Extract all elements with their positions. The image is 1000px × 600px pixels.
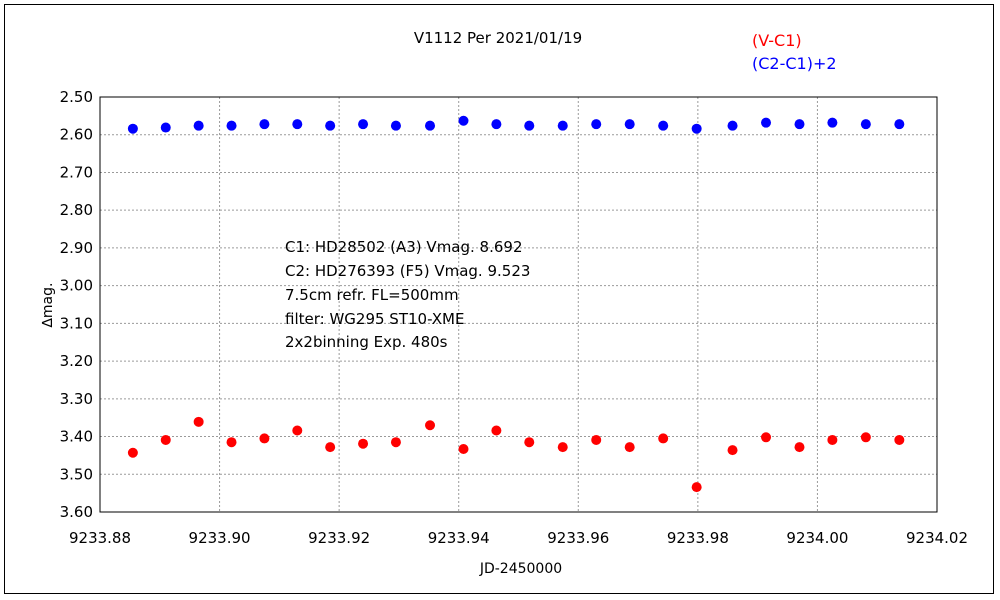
- data-point-c2-c1: [160, 122, 171, 133]
- data-point-c2-c1: [193, 120, 204, 131]
- data-point-v-c1: [524, 437, 535, 448]
- data-point-v-c1: [325, 442, 336, 453]
- data-point-v-c1: [458, 443, 469, 454]
- data-point-v-c1: [624, 442, 635, 453]
- data-point-v-c1: [727, 445, 738, 456]
- data-point-c2-c1: [390, 120, 401, 131]
- data-point-c2-c1: [425, 120, 436, 131]
- data-point-v-c1: [226, 437, 237, 448]
- data-point-c2-c1: [761, 117, 772, 128]
- data-point-v-c1: [259, 433, 270, 444]
- data-point-v-c1: [193, 416, 204, 427]
- x-tick-label: 9233.88: [69, 529, 131, 547]
- data-point-c2-c1: [524, 120, 535, 131]
- data-point-c2-c1: [358, 119, 369, 130]
- x-tick-label: 9234.00: [786, 529, 848, 547]
- x-tick-label: 9233.96: [547, 529, 609, 547]
- plot-area-border: [99, 96, 938, 513]
- data-point-v-c1: [894, 434, 905, 445]
- data-point-c2-c1: [557, 120, 568, 131]
- y-tick-label: 2.60: [60, 126, 93, 144]
- data-point-v-c1: [127, 447, 138, 458]
- data-point-c2-c1: [127, 123, 138, 134]
- y-tick-label: 3.30: [60, 390, 93, 408]
- data-point-c2-c1: [325, 120, 336, 131]
- data-point-v-c1: [860, 432, 871, 443]
- annotation-comp1: C1: HD28502 (A3) Vmag. 8.692: [285, 238, 523, 256]
- data-point-v-c1: [358, 438, 369, 449]
- data-point-c2-c1: [691, 123, 702, 134]
- data-point-c2-c1: [860, 119, 871, 130]
- data-point-v-c1: [827, 434, 838, 445]
- data-point-v-c1: [761, 432, 772, 443]
- data-point-v-c1: [491, 425, 502, 436]
- data-point-v-c1: [390, 437, 401, 448]
- data-point-c2-c1: [624, 119, 635, 130]
- data-point-c2-c1: [259, 119, 270, 130]
- x-axis-label: JD-2450000: [479, 561, 562, 577]
- data-point-v-c1: [292, 425, 303, 436]
- y-tick-label: 3.10: [60, 314, 93, 332]
- annotation-exposure: 2x2binning Exp. 480s: [285, 333, 448, 351]
- data-point-v-c1: [591, 434, 602, 445]
- chart-title: V1112 Per 2021/01/19: [414, 29, 582, 47]
- x-tick-label: 9233.94: [428, 529, 490, 547]
- data-point-c2-c1: [827, 117, 838, 128]
- data-point-c2-c1: [658, 120, 669, 131]
- y-tick-label: 2.50: [60, 88, 93, 106]
- data-point-c2-c1: [491, 119, 502, 130]
- x-tick-label: 9234.02: [906, 529, 968, 547]
- grid: [100, 97, 937, 512]
- data-point-v-c1: [658, 433, 669, 444]
- data-point-c2-c1: [292, 119, 303, 130]
- data-points: [127, 115, 905, 493]
- y-tick-label: 3.40: [60, 428, 93, 446]
- y-tick-label: 2.70: [60, 163, 93, 181]
- annotation-telescope: 7.5cm refr. FL=500mm: [285, 286, 459, 304]
- annotation-filter: filter: WG295 ST10-XME: [285, 310, 464, 328]
- data-point-v-c1: [425, 420, 436, 431]
- axis-ticks: 2.50 2.60 2.70 2.80 2.90 3.00 3.10 3.20 3.30 3.40…: [60, 88, 968, 547]
- legend-entry-v-c1: (V-C1): [752, 31, 802, 50]
- y-tick-label: 2.80: [60, 201, 93, 219]
- y-tick-label: 3.50: [60, 465, 93, 483]
- data-point-c2-c1: [727, 120, 738, 131]
- data-point-c2-c1: [794, 119, 805, 130]
- data-point-c2-c1: [591, 119, 602, 130]
- y-axis-label: ∆mag.: [40, 283, 56, 329]
- x-tick-label: 9233.92: [308, 529, 370, 547]
- data-point-c2-c1: [894, 119, 905, 130]
- data-point-v-c1: [794, 442, 805, 453]
- legend-entry-c2-c1: (C2-C1)+2: [752, 54, 837, 73]
- annotation-comp2: C2: HD276393 (F5) Vmag. 9.523: [285, 262, 530, 280]
- data-point-v-c1: [557, 442, 568, 453]
- y-tick-label: 2.90: [60, 239, 93, 257]
- data-point-c2-c1: [458, 115, 469, 126]
- y-tick-label: 3.20: [60, 352, 93, 370]
- x-tick-label: 9233.98: [667, 529, 729, 547]
- y-tick-label: 3.00: [60, 277, 93, 295]
- data-point-v-c1: [160, 434, 171, 445]
- chart-frame: [4, 4, 994, 594]
- y-tick-label: 3.60: [60, 503, 93, 521]
- data-point-v-c1: [691, 482, 702, 493]
- data-point-c2-c1: [226, 120, 237, 131]
- x-tick-label: 9233.90: [189, 529, 251, 547]
